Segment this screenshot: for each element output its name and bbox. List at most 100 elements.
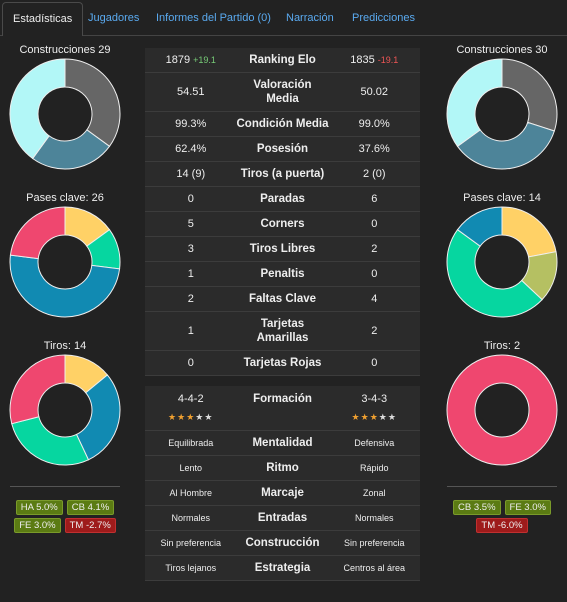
home-value-text: 99.3% [175,118,207,130]
modifier-tag: TM -2.7% [64,518,116,533]
away-value: 0 [329,356,421,370]
donut-segment [9,206,66,260]
away-formation-text: 3-4-3 [361,393,388,405]
home-value: 14 (9) [145,167,237,181]
stats-block: 1879 +19.1 Ranking Elo 1835 -19.1 54.51 Valora… [145,48,420,376]
away-tactic: Defensiva [354,438,395,448]
stat-row: 3 Tiros Libres 2 [145,237,420,262]
donut-segment [64,58,121,148]
star: ★ [360,412,370,422]
donut-segment [456,121,555,170]
home-tactic: Tiros lejanos [165,563,217,573]
away-value-text: 0 [371,268,378,280]
away-formation: 3-4-3 ★★★★★ [329,392,421,424]
tactic-row: Al Hombre Marcaje Zonal [145,481,420,506]
away-value-text: 2 [371,325,378,337]
home-value-text: 14 (9) [176,168,206,180]
home-value: 1879 +19.1 [145,53,237,67]
tactics-block: 4-4-2 ★★★★★ Formación 3-4-3 ★★★★★ Equilibrada… [145,386,420,581]
star: ★ [378,412,388,422]
stat-label: Faltas Clave [248,293,317,305]
stat-row: 14 (9) Tiros (a puerta) 2 (0) [145,162,420,187]
donut-segment [446,228,543,318]
away-value: 6 [329,192,421,206]
tab[interactable]: Estadísticas [2,2,84,36]
chart-title: Pases clave: 14 [463,192,541,204]
away-value: 1835 -19.1 [329,53,421,67]
donut-segment [456,206,503,247]
home-formation: 4-4-2 ★★★★★ [145,392,237,424]
away-value: 2 [329,242,421,256]
stat-row: 1 Tarjetas Amarillas 2 [145,312,420,351]
home-delta: +19.1 [193,55,216,65]
donut-segment [446,354,558,466]
home-value: 0 [145,192,237,206]
home-value-text: 0 [187,357,194,369]
stat-row: 5 Corners 0 [145,212,420,237]
modifier-tag: FE 3.0% [504,500,551,515]
donut-chart [446,354,558,466]
star: ★ [369,412,379,422]
stat-label: Formación [253,393,312,405]
donut-chart [9,206,121,318]
home-value-text: 5 [187,218,194,230]
home-value-text: 1 [187,268,194,280]
stat-label: Tiros (a puerta) [240,168,325,180]
stat-label: Corners [260,218,305,230]
modifier-tag: CB 3.5% [453,500,501,515]
away-delta: -19.1 [377,55,399,65]
away-tactic: Rápido [359,463,389,473]
stat-label: Paradas [260,193,305,205]
stat-row: 1 Penaltis 0 [145,262,420,287]
away-value-text: 0 [371,218,378,230]
star: ★ [186,412,196,422]
away-tactic: Zonal [362,488,386,498]
tab[interactable]: Informes del Partido (0) [156,12,271,24]
home-value-text: 0 [187,193,194,205]
star: ★ [351,412,361,422]
home-value-text: 2 [187,293,194,305]
donut-segment [75,374,121,461]
donut-chart [9,58,121,170]
stat-label: Penaltis [260,268,305,280]
home-value: 2 [145,292,237,306]
tactic-row: Normales Entradas Normales [145,506,420,531]
tactic-row: Equilibrada Mentalidad Defensiva [145,431,420,456]
tab[interactable]: Jugadores [88,12,140,24]
away-value-text: 37.6% [358,143,390,155]
star: ★ [177,412,187,422]
tactic-label: Estrategia [254,562,311,574]
star-rating: ★★★★★ [329,410,421,424]
home-tactic: Equilibrada [168,438,214,448]
away-value-text: 2 (0) [362,168,386,180]
donut-chart [446,206,558,318]
away-value-text: 0 [371,357,378,369]
tab[interactable]: Narración [286,12,334,24]
tab[interactable]: Predicciones [352,12,415,24]
tactic-label: Marcaje [261,487,304,499]
chart-title: Tiros: 14 [43,340,87,352]
stat-row: 99.3% Condición Media 99.0% [145,112,420,137]
star-rating: ★★★★★ [145,410,237,424]
away-value: 2 (0) [329,167,421,181]
stat-row: 62.4% Posesión 37.6% [145,137,420,162]
stat-row: 0 Paradas 6 [145,187,420,212]
chart-title: Construcciones 29 [19,44,111,56]
home-tactic: Al Hombre [169,488,212,498]
home-tactic: Normales [171,513,210,523]
stats-table: 1879 +19.1 Ranking Elo 1835 -19.1 54.51 Valora… [145,48,420,581]
modifier-tag: TM -6.0% [476,518,528,533]
away-value: 4 [329,292,421,306]
star: ★ [387,412,397,422]
away-value: 37.6% [329,142,421,156]
tactic-label: Construcción [245,537,320,549]
star: ★ [168,412,178,422]
chart-title: Pases clave: 26 [26,192,104,204]
away-value: 2 [329,324,421,338]
tactic-row: Sin preferencia Construcción Sin preferenc… [145,531,420,556]
away-tags: CB 3.5% FE 3.0% TM -6.0% [447,500,557,533]
tactic-row: Tiros lejanos Estrategia Centros al área [145,556,420,581]
home-tactic: Sin preferencia [160,538,222,548]
stat-row: 2 Faltas Clave 4 [145,287,420,312]
